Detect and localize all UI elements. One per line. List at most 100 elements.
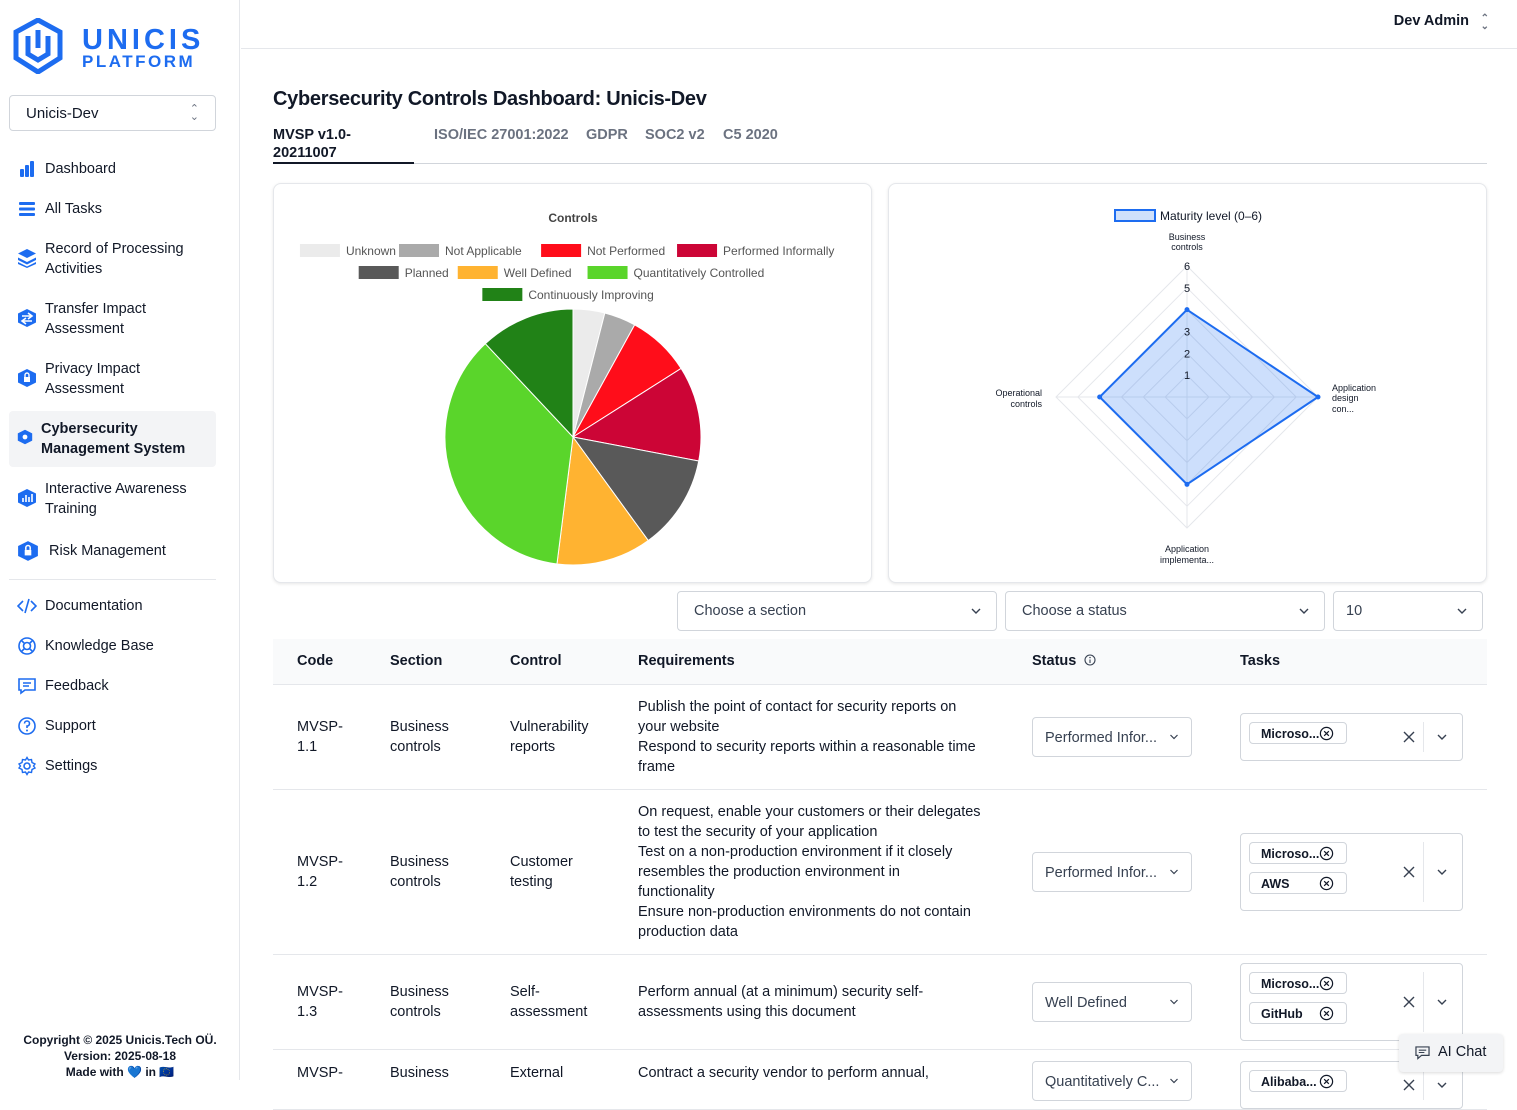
cell-control-line: assessment	[510, 1003, 588, 1020]
radar-point	[1184, 481, 1190, 487]
task-chip-label: GitHub	[1261, 1006, 1303, 1021]
radar-axis-label: Operational	[995, 388, 1042, 398]
task-chip-label: Microso...	[1261, 726, 1320, 741]
table-row: MVSP- 1.3 Business controls Self-assessment P…	[273, 954, 1487, 1050]
nav-item-record-of-processing[interactable]: Record of Processing Activities	[9, 239, 216, 279]
chevron-down-icon[interactable]	[1436, 996, 1448, 1008]
tasks-multiselect[interactable]: Microso... GitHub	[1240, 962, 1463, 1041]
cell-code: MVSP-	[273, 1049, 366, 1110]
legend-swatch	[677, 244, 718, 257]
remove-chip-icon[interactable]	[1319, 846, 1334, 861]
page-size-select[interactable]: 10	[1333, 591, 1483, 631]
organization-selector[interactable]: Unicis-Dev ⌃ ⌄	[9, 95, 216, 131]
nav-item-feedback[interactable]: Feedback	[9, 676, 216, 696]
nav-item-documentation[interactable]: Documentation	[9, 596, 216, 616]
cell-requirements-line: frame	[638, 758, 676, 775]
legend-label: Not Performed	[587, 244, 665, 258]
nav-item-settings[interactable]: Settings	[9, 756, 216, 776]
controls-pie-chart-card: Controls Unknown Not Applicable Not Perform…	[273, 183, 872, 583]
nav-item-dashboard[interactable]: Dashboard	[9, 159, 216, 179]
cell-code-line: MVSP-	[297, 853, 343, 870]
chevron-down-icon	[971, 608, 981, 614]
status-select-value: Performed Infor...	[1045, 864, 1158, 881]
framework-tabs: MVSP v1.0-20211007 ISO/IEC 27001:2022 GD…	[273, 126, 1487, 164]
clear-selection-icon[interactable]	[1402, 730, 1416, 744]
section-filter-select[interactable]: Choose a section	[677, 591, 997, 631]
status-filter-select[interactable]: Choose a status	[1005, 591, 1325, 631]
tasks-multiselect[interactable]: Microso...	[1240, 712, 1463, 761]
brand-name: UNICIS	[82, 24, 205, 56]
nav-item-awareness-training[interactable]: Interactive Awareness Training	[9, 479, 216, 519]
cell-control-line: Customer	[510, 853, 573, 870]
nav-item-all-tasks[interactable]: All Tasks	[9, 199, 216, 219]
table-row: MVSP- 1.2 Business controls Customer testing O…	[273, 789, 1487, 955]
info-icon[interactable]	[1084, 654, 1096, 666]
copyright-text: Copyright © 2025 Unicis.Tech OÜ.	[23, 1033, 217, 1047]
status-select[interactable]: Performed Infor...	[1032, 716, 1192, 757]
tab-mvsp[interactable]: MVSP v1.0-20211007	[273, 126, 414, 164]
pie-slice	[484, 308, 574, 439]
legend-label: Not Applicable	[445, 244, 522, 258]
nav-item-knowledge-base[interactable]: Knowledge Base	[9, 636, 216, 656]
radar-point	[1315, 394, 1321, 400]
nav-item-label: Knowledge Base	[45, 638, 154, 654]
tab-gdpr[interactable]: GDPR	[586, 127, 628, 143]
tasks-multiselect[interactable]: Microso... AWS	[1240, 832, 1463, 911]
status-select[interactable]: Well Defined	[1032, 981, 1192, 1022]
clear-selection-icon[interactable]	[1402, 865, 1416, 879]
status-select[interactable]: Performed Infor...	[1032, 851, 1192, 892]
nav-item-privacy-impact[interactable]: Privacy Impact Assessment	[9, 359, 216, 399]
cell-section-line: Business	[390, 1064, 449, 1081]
pie-chart-title: Controls	[548, 211, 598, 225]
legend-swatch	[457, 266, 498, 279]
ai-chat-button[interactable]: AI Chat	[1399, 1034, 1503, 1072]
user-menu[interactable]: Dev Admin ⌃ ⌄	[1394, 13, 1489, 32]
cell-status: Performed Infor...	[1008, 684, 1216, 790]
radar-axis-label: design	[1332, 393, 1359, 403]
status-select[interactable]: Quantitatively C...	[1032, 1060, 1192, 1101]
tab-c5[interactable]: C5 2020	[723, 127, 778, 143]
radar-tick-label: 1	[1184, 370, 1190, 382]
radar-tick-label: 2	[1184, 348, 1190, 360]
pie-slice	[556, 435, 649, 566]
tab-soc2[interactable]: SOC2 v2	[645, 127, 705, 143]
column-header-status: Status	[1008, 639, 1216, 685]
radar-legend-swatch	[1114, 209, 1156, 222]
nav-item-label: Cybersecurity Management System	[41, 421, 186, 457]
nav-item-support[interactable]: Support	[9, 716, 216, 736]
remove-chip-icon[interactable]	[1319, 876, 1334, 891]
ai-chat-label: AI Chat	[1438, 1044, 1487, 1060]
cell-control-line: Self-	[510, 983, 540, 1000]
radar-axis-label: controls	[1171, 242, 1203, 252]
nav-item-label: Record of Processing Activities	[45, 241, 184, 277]
cell-control: Self-assessment	[486, 954, 614, 1050]
clear-selection-icon[interactable]	[1402, 995, 1416, 1009]
chevron-down-icon[interactable]	[1436, 731, 1448, 743]
bar-chart-icon	[20, 161, 34, 177]
nav-item-label: Documentation	[45, 598, 143, 614]
cell-section: Business	[366, 1049, 486, 1110]
radar-series-area	[1098, 308, 1320, 486]
task-chip: Microso...	[1249, 841, 1347, 864]
legend-swatch	[541, 244, 582, 257]
cell-code-line: MVSP-	[297, 718, 343, 735]
remove-chip-icon[interactable]	[1319, 726, 1334, 741]
cell-requirements-line: Test on a non-production environment if …	[638, 843, 953, 860]
cell-control: Customer testing	[486, 789, 614, 955]
nav-item-cybersecurity[interactable]: Cybersecurity Management System	[9, 411, 216, 467]
cell-requirements-line: Publish the point of contact for securit…	[638, 698, 957, 715]
cell-code: MVSP- 1.2	[273, 789, 366, 955]
chevron-down-icon[interactable]	[1436, 1079, 1448, 1091]
remove-chip-icon[interactable]	[1319, 976, 1334, 991]
cell-requirements-line: your website	[638, 718, 720, 735]
cell-section-line: Business	[390, 853, 449, 870]
unicis-logo[interactable]: UNICIS PLATFORM	[12, 18, 222, 76]
nav-item-risk-management[interactable]: Risk Management	[9, 541, 216, 561]
chevron-down-icon[interactable]	[1436, 866, 1448, 878]
gear-icon	[17, 756, 37, 776]
tab-iso27001[interactable]: ISO/IEC 27001:2022	[434, 127, 569, 143]
remove-chip-icon[interactable]	[1319, 1074, 1334, 1089]
remove-chip-icon[interactable]	[1319, 1006, 1334, 1021]
nav-item-transfer-impact[interactable]: Transfer Impact Assessment	[9, 299, 216, 339]
nav-item-label: Support	[45, 718, 96, 734]
